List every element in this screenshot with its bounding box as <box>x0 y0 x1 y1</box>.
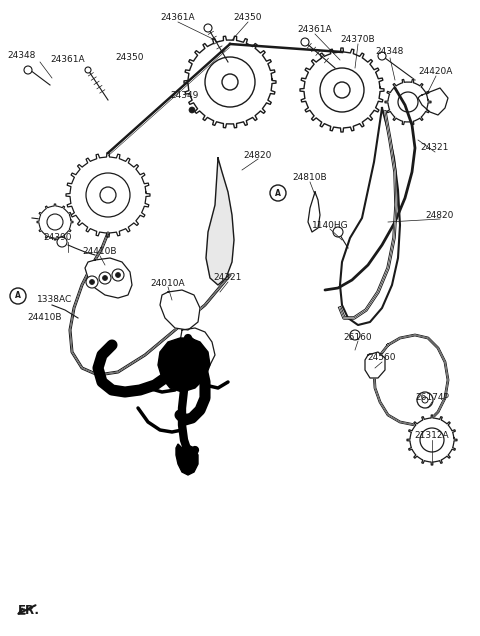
Text: 24410B: 24410B <box>28 314 62 322</box>
Circle shape <box>189 107 195 113</box>
Circle shape <box>86 276 98 288</box>
Text: 24348: 24348 <box>8 50 36 60</box>
Text: 24410B: 24410B <box>83 247 117 256</box>
Text: 24560: 24560 <box>368 354 396 363</box>
Text: 24390: 24390 <box>44 233 72 242</box>
Polygon shape <box>418 88 448 115</box>
Circle shape <box>85 67 91 73</box>
Polygon shape <box>85 258 132 298</box>
Polygon shape <box>385 80 431 125</box>
Circle shape <box>222 74 238 90</box>
Text: 24370B: 24370B <box>341 36 375 45</box>
Polygon shape <box>184 36 276 128</box>
Circle shape <box>116 272 120 277</box>
Circle shape <box>301 38 309 46</box>
Text: 24348: 24348 <box>376 48 404 57</box>
Text: 24321: 24321 <box>214 273 242 282</box>
Text: 24010A: 24010A <box>151 279 185 287</box>
Circle shape <box>350 330 360 340</box>
Text: 24820: 24820 <box>426 211 454 219</box>
Circle shape <box>270 185 286 201</box>
Polygon shape <box>176 444 198 475</box>
Polygon shape <box>160 290 200 330</box>
Circle shape <box>417 392 433 408</box>
Text: 26174P: 26174P <box>415 394 449 403</box>
Circle shape <box>89 279 95 284</box>
Text: 24420A: 24420A <box>419 67 453 76</box>
Circle shape <box>422 397 428 403</box>
Text: 24361A: 24361A <box>298 25 332 34</box>
Circle shape <box>334 82 350 98</box>
Polygon shape <box>206 158 234 285</box>
Circle shape <box>99 272 111 284</box>
Text: 24361A: 24361A <box>51 55 85 64</box>
Polygon shape <box>37 204 73 240</box>
Polygon shape <box>365 352 385 378</box>
Circle shape <box>10 288 26 304</box>
Text: A: A <box>15 291 21 300</box>
Polygon shape <box>66 153 150 237</box>
Circle shape <box>112 269 124 281</box>
Polygon shape <box>407 415 457 465</box>
Circle shape <box>57 237 67 247</box>
Circle shape <box>100 187 116 203</box>
Text: 1338AC: 1338AC <box>37 296 72 305</box>
Text: 24349: 24349 <box>171 90 199 99</box>
Circle shape <box>333 227 343 237</box>
Text: FR.: FR. <box>18 604 40 616</box>
Polygon shape <box>158 338 210 392</box>
Text: 24350: 24350 <box>234 13 262 22</box>
Circle shape <box>103 275 108 280</box>
Text: A: A <box>275 188 281 198</box>
Text: 21312A: 21312A <box>415 431 449 441</box>
Text: 24810B: 24810B <box>293 174 327 183</box>
Text: 24361A: 24361A <box>161 13 195 22</box>
Circle shape <box>24 66 32 74</box>
Text: 1140HG: 1140HG <box>312 221 348 230</box>
Text: 24350: 24350 <box>116 53 144 62</box>
Polygon shape <box>308 192 320 232</box>
Polygon shape <box>300 48 384 132</box>
Polygon shape <box>340 108 400 325</box>
Text: 24820: 24820 <box>244 151 272 160</box>
Polygon shape <box>180 328 215 365</box>
Text: 24321: 24321 <box>421 144 449 153</box>
Circle shape <box>204 24 212 32</box>
Circle shape <box>378 52 386 60</box>
Text: 26160: 26160 <box>344 333 372 342</box>
